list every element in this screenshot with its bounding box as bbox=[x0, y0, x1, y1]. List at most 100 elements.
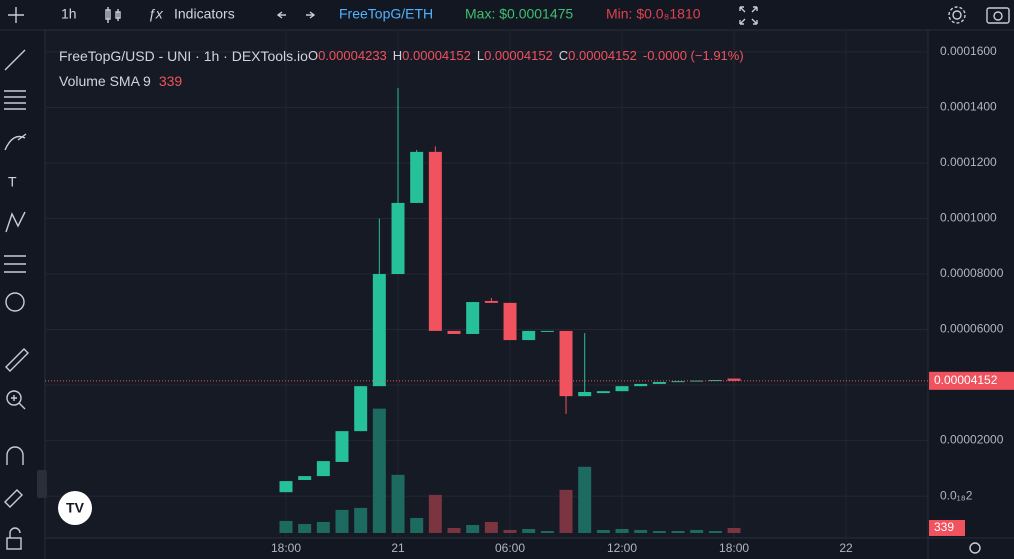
fx-icon[interactable]: ƒx bbox=[148, 6, 164, 22]
ohlc-change: -0.0000 (−1.91%) bbox=[643, 48, 744, 63]
volume-bar bbox=[559, 489, 573, 533]
ohlc-key: C bbox=[559, 48, 568, 63]
plot-area bbox=[45, 30, 928, 538]
y-tick-label: 0.0₁₈2 bbox=[940, 488, 973, 502]
volume-bar bbox=[298, 523, 312, 533]
volume-legend: Volume SMA 9 339 bbox=[59, 73, 182, 89]
candle-body bbox=[298, 476, 312, 480]
last-price-label: 0.00004152 bbox=[934, 373, 998, 387]
logo-circle bbox=[58, 491, 92, 525]
last-volume-label: 339 bbox=[934, 520, 954, 534]
candle-body bbox=[410, 151, 424, 203]
volume-bar bbox=[410, 517, 424, 533]
fib-tool[interactable] bbox=[4, 90, 26, 110]
brush-tool[interactable] bbox=[4, 133, 27, 151]
volume-bar bbox=[578, 466, 592, 533]
volume-bar bbox=[466, 524, 480, 533]
volume-bar bbox=[428, 494, 442, 533]
candle-body bbox=[708, 380, 722, 382]
interval[interactable]: 1h bbox=[61, 6, 77, 22]
candle-body bbox=[335, 431, 349, 462]
y-tick-label: 0.0001200 bbox=[940, 155, 997, 169]
candle-body bbox=[316, 461, 330, 477]
candle-body bbox=[540, 330, 554, 332]
candle-body bbox=[596, 391, 610, 394]
last-volume-tag bbox=[929, 519, 965, 536]
settings-icon[interactable] bbox=[952, 10, 962, 20]
indicators-button[interactable]: Indicators bbox=[174, 6, 235, 22]
x-tick-label: 06:00 bbox=[495, 541, 525, 555]
settings-gear bbox=[948, 6, 966, 24]
ruler-tool[interactable] bbox=[5, 348, 29, 372]
volume-bar bbox=[690, 529, 704, 533]
candle-body bbox=[484, 300, 498, 303]
candle-body bbox=[634, 383, 648, 387]
candle-body bbox=[279, 481, 293, 493]
y-tick-label: 0.0001000 bbox=[940, 211, 997, 225]
candle-body bbox=[578, 391, 592, 397]
volume-bar bbox=[316, 521, 330, 533]
left-toolbar: T bbox=[4, 49, 981, 554]
x-tick-label: 21 bbox=[391, 541, 405, 555]
candle-body bbox=[354, 386, 368, 432]
volume-bar bbox=[484, 521, 498, 533]
max-price: Max: $0.0001475 bbox=[465, 6, 573, 22]
undo-icon[interactable] bbox=[276, 11, 286, 19]
volume-bar bbox=[634, 529, 648, 533]
title: FreeTopG/USD - UNI · 1h · DEXTools.io bbox=[59, 48, 308, 64]
min-price: Min: $0.0₈1810 bbox=[606, 6, 701, 22]
volume-bar bbox=[354, 507, 368, 533]
candle-body bbox=[671, 381, 685, 383]
lock-tool[interactable] bbox=[6, 537, 22, 550]
candle-icon[interactable] bbox=[105, 7, 121, 23]
camera-icon[interactable] bbox=[986, 7, 1010, 24]
collapse-button[interactable] bbox=[37, 470, 47, 498]
axis-settings[interactable] bbox=[969, 542, 981, 554]
fullscreen-icon[interactable] bbox=[739, 6, 758, 25]
volume-bar bbox=[708, 530, 722, 533]
ohlc-key: O bbox=[308, 48, 318, 63]
tv-logo: TV bbox=[58, 491, 92, 525]
text-tool[interactable]: T bbox=[8, 174, 17, 190]
volume-bar bbox=[671, 530, 685, 533]
candle-body bbox=[503, 302, 517, 341]
candle-body bbox=[615, 386, 629, 392]
trendline-tool[interactable] bbox=[4, 49, 26, 71]
candle-body bbox=[428, 151, 442, 331]
y-tick-label: 0.0001400 bbox=[940, 100, 997, 114]
volume-bar bbox=[447, 527, 461, 533]
zoom-tool[interactable] bbox=[6, 390, 22, 406]
y-tick-label: 0.00002000 bbox=[940, 433, 1004, 447]
volume-bar bbox=[727, 527, 741, 533]
marks bbox=[45, 88, 928, 533]
emoji-tool[interactable] bbox=[5, 292, 25, 312]
lock-shackle bbox=[9, 527, 21, 538]
magnet-tool[interactable] bbox=[6, 446, 24, 465]
pattern-tool[interactable] bbox=[5, 211, 26, 233]
lock-draw-tool[interactable] bbox=[4, 489, 23, 508]
prediction-tool[interactable] bbox=[4, 255, 26, 273]
ohlc-value: 0.00004152 bbox=[484, 48, 553, 63]
volume-bar bbox=[372, 408, 386, 533]
crosshair-icon[interactable] bbox=[8, 7, 24, 23]
volume-bar bbox=[652, 530, 666, 533]
pair-link[interactable]: FreeTopG/ETH bbox=[339, 6, 433, 22]
volume-bar bbox=[279, 520, 293, 533]
y-tick-label: 0.0001600 bbox=[940, 44, 997, 58]
x-tick-label: 22 bbox=[839, 541, 853, 555]
candle-body bbox=[391, 202, 405, 275]
y-tick-label: 0.00008000 bbox=[940, 266, 1004, 280]
redo-icon[interactable] bbox=[306, 11, 316, 19]
candle-body bbox=[522, 330, 536, 341]
x-tick-label: 12:00 bbox=[607, 541, 637, 555]
volume-bar bbox=[391, 474, 405, 533]
logo-mark: TV bbox=[66, 500, 85, 516]
zoom-handle bbox=[11, 395, 26, 410]
volume-bar bbox=[522, 528, 536, 533]
top-toolbar: 1h ƒx Indicators FreeTopG/ETH Max: $0.00… bbox=[8, 6, 1010, 25]
candle-body bbox=[466, 302, 480, 334]
candle-body bbox=[372, 274, 386, 387]
x-tick-label: 18:00 bbox=[719, 541, 749, 555]
camera-lens bbox=[993, 11, 1003, 21]
